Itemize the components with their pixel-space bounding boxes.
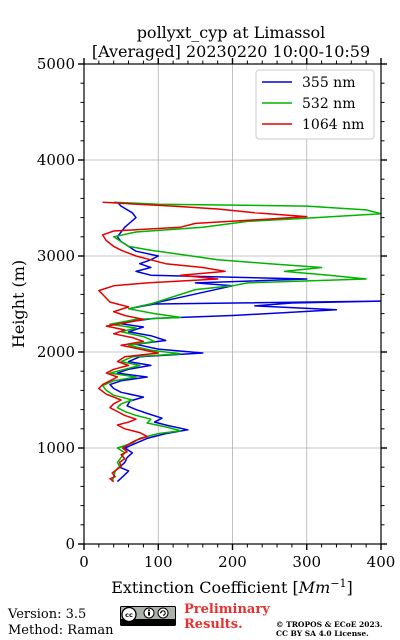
x-axis-label-suffix: ] <box>347 578 353 597</box>
legend-label: 1064 nm <box>302 117 364 133</box>
svg-text:cc: cc <box>125 611 133 619</box>
chart-title-line2: [Averaged] 20230220 10:00-10:59 <box>92 42 370 61</box>
copyright-note: © TROPOS & ECoE 2023. CC BY SA 4.0 Licen… <box>276 620 383 638</box>
y-tick-label: 5000 <box>37 55 75 73</box>
y-tick-label: 3000 <box>37 247 75 265</box>
copyright-line1: © TROPOS & ECoE 2023. <box>276 620 383 629</box>
x-tick-label: 400 <box>367 553 396 571</box>
y-tick-label: 2000 <box>37 343 75 361</box>
x-tick-label: 0 <box>79 553 89 571</box>
series-line-1064-nm <box>98 201 308 483</box>
preliminary-line2: Results. <box>184 617 243 632</box>
legend-label: 532 nm <box>302 96 355 112</box>
x-axis-label: Extinction Coefficient [Mm−1] <box>111 577 353 597</box>
y-axis-label: Height (m) <box>9 260 28 348</box>
y-tick-label: 0 <box>65 535 75 553</box>
grid <box>84 64 381 544</box>
y-tick-label: 4000 <box>37 151 75 169</box>
x-axis-label-prefix: Extinction Coefficient [ <box>111 578 299 597</box>
legend-label: 355 nm <box>302 75 355 91</box>
preliminary-line1: Preliminary <box>184 602 270 617</box>
x-tick-label: 300 <box>292 553 321 571</box>
method-text: Method: Raman <box>8 623 114 638</box>
legend: 355 nm 532 nm 1064 nm <box>255 69 375 140</box>
legend-box <box>255 69 375 140</box>
x-tick-label: 200 <box>218 553 247 571</box>
series-line-532-nm <box>101 201 381 482</box>
chart-title-line1: pollyxt_cyp at Limassol <box>137 23 326 42</box>
cc-by-sa-logo: cc <box>120 606 176 626</box>
preliminary-results-note: Preliminary Results. <box>184 602 270 632</box>
ticks <box>78 58 387 550</box>
copyright-line2: CC BY SA 4.0 License. <box>276 629 369 638</box>
y-tick-label: 1000 <box>37 439 75 457</box>
version-text: Version: 3.5 <box>8 607 87 622</box>
x-tick-label: 100 <box>144 553 173 571</box>
x-axis-label-unit: Mm <box>298 578 331 597</box>
series-group <box>98 201 381 483</box>
x-axis-label-exponent: −1 <box>330 577 346 590</box>
